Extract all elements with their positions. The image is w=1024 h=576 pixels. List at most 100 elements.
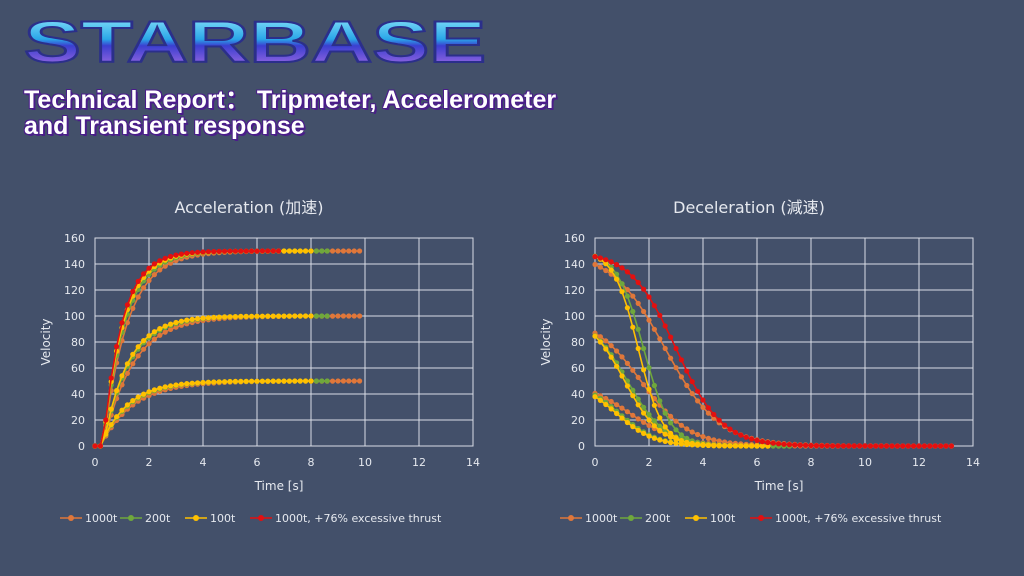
data-point — [254, 248, 260, 254]
data-point — [657, 427, 663, 434]
series-line — [95, 380, 360, 447]
data-point — [297, 313, 303, 319]
legend-swatch-marker — [258, 515, 264, 521]
data-point — [884, 443, 890, 449]
data-point — [335, 378, 341, 384]
data-point — [619, 289, 625, 295]
data-point — [227, 248, 233, 254]
data-point — [635, 416, 641, 422]
data-point — [603, 338, 609, 344]
data-point — [921, 443, 927, 449]
starbase-logo: STARBASE — [23, 9, 487, 76]
data-point — [824, 443, 830, 449]
x-tick-label: 2 — [146, 456, 153, 469]
data-point — [178, 251, 184, 257]
data-point — [603, 261, 609, 267]
data-point — [743, 443, 749, 449]
data-point — [259, 248, 265, 254]
data-point — [684, 368, 690, 374]
data-point — [808, 442, 814, 449]
data-point — [151, 387, 157, 393]
data-point — [668, 434, 674, 440]
data-point — [641, 345, 647, 352]
data-point — [695, 441, 701, 448]
data-point — [651, 418, 657, 424]
data-point — [286, 378, 292, 384]
chart-title: Deceleration (減速) — [673, 198, 825, 217]
data-point — [276, 313, 282, 319]
data-point — [162, 384, 168, 390]
data-point — [630, 367, 636, 373]
data-point — [657, 336, 663, 342]
series-200t — [92, 248, 330, 449]
data-point — [619, 415, 625, 421]
data-point — [927, 443, 933, 449]
data-point — [119, 320, 125, 326]
data-point — [630, 393, 636, 399]
data-point — [286, 248, 292, 254]
y-axis-label: Velocity — [539, 318, 553, 365]
data-point — [624, 419, 630, 426]
y-tick-label: 100 — [64, 310, 85, 323]
logo-text: STARBASE — [24, 10, 486, 75]
data-point — [662, 431, 668, 437]
data-point — [124, 402, 130, 408]
y-tick-label: 160 — [564, 232, 585, 245]
data-point — [130, 361, 136, 367]
data-point — [324, 313, 330, 319]
data-point — [232, 314, 238, 320]
data-point — [265, 248, 271, 254]
data-point — [668, 334, 674, 340]
y-axis-label: Velocity — [39, 318, 53, 365]
series-1000t_excess — [92, 248, 282, 449]
data-point — [727, 426, 733, 432]
data-point — [651, 303, 657, 309]
data-point — [173, 252, 179, 258]
data-point — [195, 380, 201, 386]
data-point — [781, 441, 787, 447]
data-point — [243, 378, 249, 384]
y-tick-label: 80 — [71, 336, 85, 349]
data-point — [195, 249, 201, 255]
data-point — [313, 313, 319, 319]
data-point — [905, 443, 911, 449]
data-point — [303, 378, 309, 384]
x-tick-label: 14 — [466, 456, 480, 469]
data-point — [216, 314, 222, 320]
data-point — [157, 267, 163, 273]
data-point — [243, 313, 249, 319]
data-point — [173, 324, 179, 330]
data-point — [759, 443, 765, 449]
data-point — [641, 367, 647, 373]
data-point — [603, 257, 609, 263]
data-point — [211, 314, 217, 320]
data-point — [270, 248, 276, 254]
legend-label: 100t — [710, 512, 736, 525]
data-point — [668, 430, 674, 436]
y-tick-label: 160 — [64, 232, 85, 245]
data-point — [211, 379, 217, 385]
data-point — [603, 395, 609, 402]
data-point — [646, 417, 652, 423]
data-point — [705, 410, 711, 416]
data-point — [292, 313, 298, 319]
data-point — [646, 422, 652, 429]
data-point — [705, 442, 711, 448]
data-point — [673, 345, 679, 352]
x-tick-label: 4 — [200, 456, 207, 469]
data-point — [130, 398, 136, 404]
data-point — [857, 443, 863, 449]
data-point — [700, 397, 706, 403]
data-point — [92, 443, 98, 449]
data-point — [641, 410, 647, 416]
data-point — [135, 353, 141, 359]
data-point — [943, 443, 949, 449]
data-point — [211, 249, 217, 255]
data-point — [292, 248, 298, 254]
data-point — [900, 443, 906, 449]
data-point — [189, 380, 195, 386]
data-point — [146, 277, 152, 284]
legend-label: 200t — [645, 512, 671, 525]
data-point — [846, 443, 852, 449]
data-point — [357, 313, 363, 319]
